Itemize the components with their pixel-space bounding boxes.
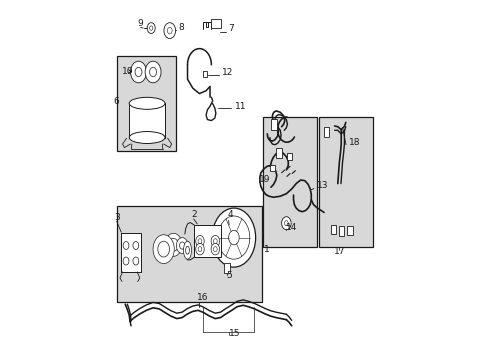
Text: 4: 4: [227, 210, 232, 219]
Circle shape: [195, 235, 204, 247]
Bar: [202, 71, 207, 77]
Bar: [270, 119, 276, 130]
Ellipse shape: [129, 131, 164, 144]
Circle shape: [213, 247, 217, 252]
Circle shape: [212, 208, 255, 267]
Bar: [117, 206, 261, 302]
Text: 12: 12: [222, 68, 233, 77]
Bar: [270, 165, 274, 171]
Text: 16: 16: [197, 293, 208, 302]
Bar: [210, 19, 221, 28]
Circle shape: [123, 257, 129, 265]
Bar: [121, 233, 141, 272]
Ellipse shape: [183, 241, 191, 259]
Ellipse shape: [168, 238, 178, 251]
Text: 7: 7: [228, 24, 234, 33]
Text: 15: 15: [228, 329, 240, 338]
Circle shape: [211, 235, 219, 247]
Bar: [117, 56, 175, 151]
Text: 9: 9: [137, 19, 142, 28]
Text: 1: 1: [263, 245, 269, 254]
Circle shape: [195, 243, 204, 255]
Text: 13: 13: [316, 181, 327, 190]
Bar: [275, 148, 281, 158]
Circle shape: [149, 26, 152, 30]
Text: 5: 5: [226, 271, 232, 280]
Text: 8: 8: [179, 23, 184, 32]
Text: 2: 2: [191, 210, 196, 219]
Bar: [129, 103, 164, 138]
Text: 19: 19: [259, 175, 270, 184]
Circle shape: [133, 257, 139, 265]
Bar: [331, 225, 336, 234]
Ellipse shape: [185, 246, 189, 254]
Bar: [324, 127, 328, 137]
Circle shape: [198, 239, 202, 244]
Circle shape: [198, 247, 202, 252]
Text: 3: 3: [114, 213, 120, 222]
Text: 10: 10: [122, 67, 133, 76]
Text: 17: 17: [333, 247, 345, 256]
Ellipse shape: [129, 97, 164, 109]
Bar: [263, 117, 317, 247]
Bar: [346, 226, 352, 235]
Ellipse shape: [153, 235, 174, 264]
Ellipse shape: [164, 233, 182, 256]
Circle shape: [281, 217, 290, 230]
Circle shape: [135, 67, 142, 77]
Text: 18: 18: [348, 138, 360, 147]
Bar: [224, 263, 229, 273]
Circle shape: [213, 239, 217, 244]
Text: 6: 6: [113, 97, 119, 106]
Circle shape: [145, 61, 161, 83]
Circle shape: [167, 27, 172, 34]
Circle shape: [163, 23, 175, 39]
Circle shape: [123, 242, 129, 249]
Ellipse shape: [176, 238, 188, 253]
Text: 11: 11: [235, 102, 246, 111]
Circle shape: [228, 230, 239, 245]
Bar: [194, 225, 220, 257]
Bar: [318, 117, 372, 247]
Ellipse shape: [158, 241, 169, 257]
Ellipse shape: [179, 242, 184, 249]
Circle shape: [130, 61, 146, 83]
Circle shape: [211, 243, 219, 255]
Circle shape: [284, 221, 287, 226]
Bar: [287, 153, 292, 160]
Circle shape: [218, 216, 249, 259]
Circle shape: [149, 67, 156, 77]
Circle shape: [133, 242, 139, 249]
Circle shape: [147, 23, 155, 33]
Text: 14: 14: [285, 224, 296, 233]
Bar: [338, 226, 344, 236]
